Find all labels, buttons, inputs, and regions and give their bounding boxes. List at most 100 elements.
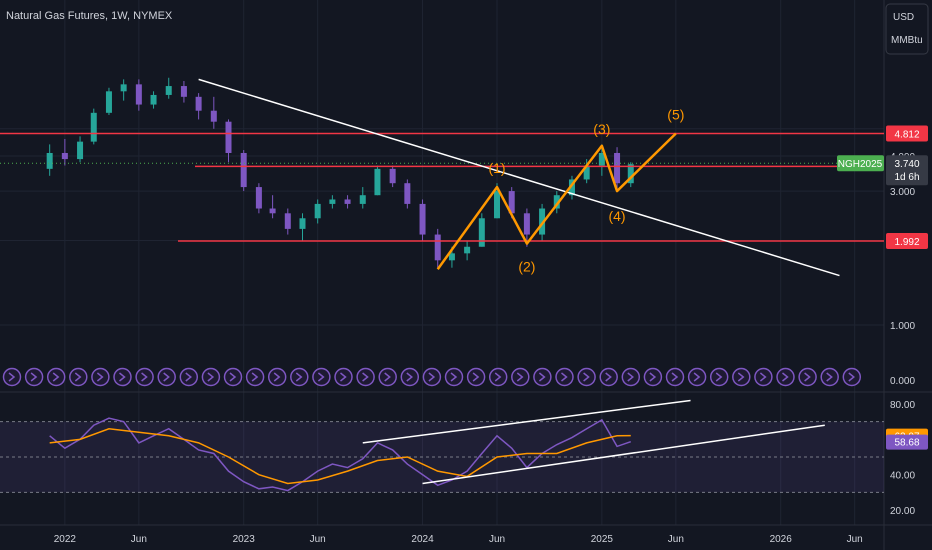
candle-body [284, 213, 291, 229]
candle-body [434, 234, 441, 261]
candle-body [598, 152, 605, 166]
event-icon-arrow [627, 372, 635, 382]
event-icon-arrow [8, 372, 16, 382]
time-tick-label: Jun [847, 534, 863, 545]
candle-body [627, 164, 634, 184]
event-icon-arrow [450, 372, 458, 382]
event-icon-arrow [538, 372, 546, 382]
time-tick-label: Jun [489, 534, 505, 545]
event-icon [555, 367, 574, 387]
event-icon-arrow [273, 372, 281, 382]
event-icon [46, 367, 66, 387]
event-icon-arrow [583, 372, 590, 382]
candle-body [614, 152, 621, 184]
candle-body [359, 195, 366, 204]
candle-body [389, 168, 396, 184]
event-icon-arrow [428, 372, 436, 382]
event-icon-arrow [494, 372, 502, 382]
event-icon [776, 367, 795, 387]
candle-body [344, 199, 351, 204]
event-icon [732, 367, 751, 387]
event-icon [422, 367, 442, 387]
chart-title: Natural Gas Futures, 1W, NYMEX [6, 10, 173, 22]
candle-body [255, 187, 262, 209]
event-icon-arrow [406, 372, 414, 382]
event-icon [643, 367, 663, 387]
candle-body [120, 84, 127, 92]
event-row-axis-label: 0.000 [890, 376, 915, 387]
event-icon [488, 367, 508, 387]
level-price-tag [886, 125, 928, 142]
level-price-tag [886, 232, 928, 249]
candle-body [508, 191, 515, 214]
candle-body [61, 152, 68, 160]
rsi-tick-label: 20.00 [890, 506, 915, 517]
event-icon [356, 367, 375, 387]
candle-body [225, 121, 232, 153]
event-icon-arrow [163, 372, 170, 382]
time-tick-label: 2023 [233, 534, 256, 545]
candle-body [553, 195, 560, 209]
candle-body [568, 179, 575, 196]
countdown-label: 1d 6h [894, 172, 919, 183]
event-icon-arrow [251, 372, 259, 382]
time-tick-label: Jun [668, 534, 684, 545]
candle-body [299, 218, 306, 229]
rsi-line [49, 417, 632, 492]
event-icon-arrow [52, 372, 60, 382]
candle-body [419, 203, 426, 235]
candle-body [539, 208, 546, 235]
symbol-badge-label: NGH2025 [838, 159, 883, 170]
event-icon-arrow [759, 372, 767, 382]
elliott-wave-path [436, 132, 677, 270]
rsi-tick-label: 80.00 [890, 400, 915, 411]
candle-body [464, 246, 471, 254]
descending-trendline [198, 78, 840, 277]
event-icon-arrow [30, 372, 38, 382]
currency-label: USD [893, 12, 914, 23]
time-tick-label: 2025 [591, 534, 614, 545]
event-icon [577, 367, 596, 387]
unit-label: MMBtu [891, 35, 923, 46]
rsi-channel-line [362, 399, 691, 444]
event-icon-arrow [516, 372, 524, 382]
event-icon [179, 367, 199, 387]
event-icon-arrow [693, 372, 701, 382]
event-icon-arrow [185, 372, 193, 382]
event-icon-arrow [229, 372, 237, 382]
event-icon [798, 367, 817, 387]
event-icon-arrow [737, 372, 745, 382]
event-icon-arrow [804, 372, 811, 382]
event-icon-arrow [207, 372, 215, 382]
rsi-value-label: 58.68 [894, 438, 919, 449]
event-icon [223, 367, 243, 387]
event-icon [113, 367, 132, 387]
event-icon [511, 367, 530, 387]
event-icon [2, 367, 22, 387]
last-price-label: 3.740 [894, 159, 919, 170]
event-icon [687, 367, 707, 387]
candle-body [478, 218, 485, 247]
event-icon [444, 367, 464, 387]
wave-label: (5) [667, 106, 684, 122]
candle-body [90, 112, 97, 142]
rsi-ma-line [49, 427, 631, 485]
unit-box[interactable] [885, 3, 929, 55]
candle-body [77, 141, 84, 160]
event-icon-arrow [782, 372, 789, 382]
symbol-badge [837, 155, 884, 172]
event-icon [842, 367, 862, 387]
wave-label: (2) [518, 259, 535, 275]
rsi-value-tag [886, 434, 928, 450]
event-icon [24, 367, 44, 387]
candle-layer [46, 77, 634, 268]
candle-body [494, 191, 501, 219]
event-icon [334, 367, 353, 387]
event-icon [157, 367, 176, 387]
price-tick-label: 1.000 [890, 321, 915, 332]
event-icon [599, 367, 618, 387]
axis-layer: Natural Gas Futures, 1W, NYMEX USD MMBtu… [6, 3, 929, 545]
event-icon [709, 367, 729, 387]
